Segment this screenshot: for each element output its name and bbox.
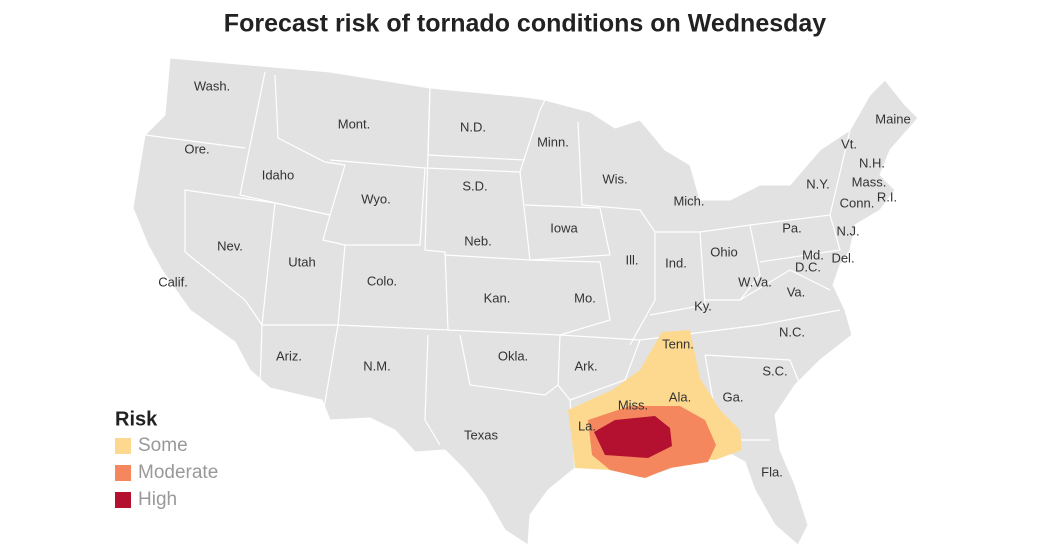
risk-area xyxy=(594,416,672,458)
state-label: Ark. xyxy=(574,358,597,373)
state-label: Ariz. xyxy=(276,348,302,363)
legend-label: Some xyxy=(138,435,188,456)
state-label: Mont. xyxy=(338,116,371,131)
legend-label: Moderate xyxy=(138,462,218,483)
state-label: S.D. xyxy=(462,178,487,193)
state-label: Wash. xyxy=(194,78,230,93)
legend-swatch xyxy=(115,438,131,454)
state-label: Colo. xyxy=(367,273,397,288)
state-label: Ohio xyxy=(710,244,737,259)
state-label: La. xyxy=(578,418,596,433)
state-label: Tenn. xyxy=(662,336,694,351)
state-label: Maine xyxy=(875,111,910,126)
state-label: Pa. xyxy=(782,220,802,235)
state-label: Md. xyxy=(802,247,824,262)
state-label: Wyo. xyxy=(361,191,391,206)
state-label: Ky. xyxy=(694,298,712,313)
state-label: Minn. xyxy=(537,134,569,149)
state-label: N.Y. xyxy=(806,176,830,191)
state-label: Fla. xyxy=(761,464,783,479)
state-label: Ore. xyxy=(184,141,209,156)
state-label: Nev. xyxy=(217,238,243,253)
state-label: Calif. xyxy=(158,274,188,289)
legend-title: Risk xyxy=(115,408,158,430)
state-label: Okla. xyxy=(498,348,528,363)
state-label: Mass. xyxy=(852,174,887,189)
state-label: R.I. xyxy=(877,189,897,204)
legend-swatch xyxy=(115,492,131,508)
state-label: W.Va. xyxy=(738,274,772,289)
state-label: Ill. xyxy=(626,252,639,267)
state-label: N.M. xyxy=(363,358,390,373)
state-label: Neb. xyxy=(464,233,491,248)
state-label: Mich. xyxy=(673,193,704,208)
state-label: Kan. xyxy=(484,290,511,305)
state-label: N.D. xyxy=(460,119,486,134)
state-label: Va. xyxy=(787,284,806,299)
state-label: Texas xyxy=(464,427,498,442)
state-label: Iowa xyxy=(550,220,578,235)
us-outline xyxy=(132,57,919,546)
state-label: Conn. xyxy=(840,195,875,210)
state-label: N.C. xyxy=(779,324,805,339)
state-label: Ala. xyxy=(669,389,691,404)
state-label: S.C. xyxy=(762,363,787,378)
state-label: Idaho xyxy=(262,167,295,182)
state-label: Mo. xyxy=(574,290,596,305)
state-label: Del. xyxy=(831,250,854,265)
state-label: Wis. xyxy=(602,171,627,186)
state-borders xyxy=(144,71,851,469)
state-label: Ind. xyxy=(665,255,687,270)
state-label: N.H. xyxy=(859,155,885,170)
map-title: Forecast risk of tornado conditions on W… xyxy=(224,10,827,38)
state-label: D.C. xyxy=(795,259,821,274)
state-label: Utah xyxy=(288,254,315,269)
state-label: N.J. xyxy=(836,223,859,238)
state-label: Ga. xyxy=(723,389,744,404)
state-label: Vt. xyxy=(841,136,857,151)
state-label: Miss. xyxy=(618,397,648,412)
legend-swatch xyxy=(115,465,131,481)
legend-label: High xyxy=(138,489,177,510)
